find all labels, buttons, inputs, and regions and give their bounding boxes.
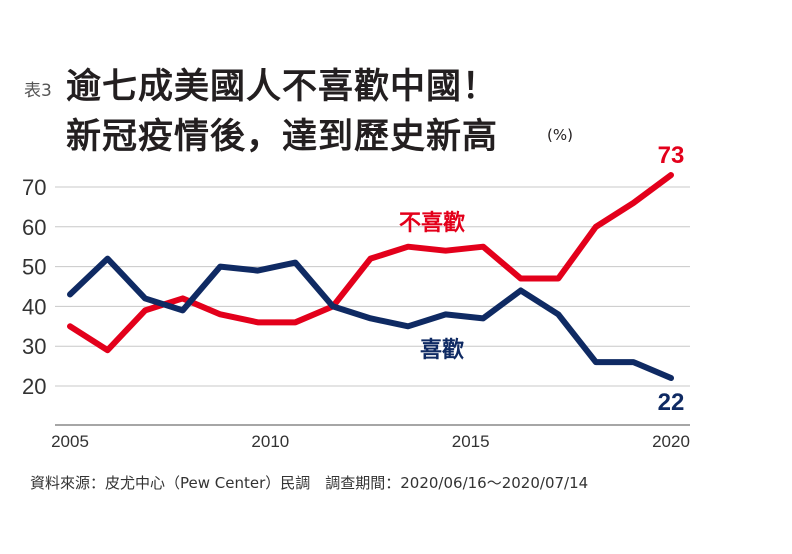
y-tick-label: 20 xyxy=(22,374,46,399)
end-value-label: 22 xyxy=(658,389,685,416)
figure-number: 表3 xyxy=(24,81,52,101)
series-line-dislike xyxy=(67,172,674,354)
unit-label: (%) xyxy=(547,126,573,144)
series-label: 不喜歡 xyxy=(399,210,465,236)
end-value-label: 73 xyxy=(658,142,685,169)
x-tick-label: 2005 xyxy=(51,432,89,451)
x-tick-label: 2020 xyxy=(652,432,690,451)
chart-title-line2: 新冠疫情後，達到歷史新高 xyxy=(66,117,499,157)
x-tick-label: 2015 xyxy=(452,432,490,451)
chart-title-line1: 逾七成美國人不喜歡中國！ xyxy=(66,67,499,107)
x-tick-label: 2010 xyxy=(251,432,289,451)
source-footnote: 資料來源：皮尤中心（Pew Center）民調 調查期間：2020/06/16～… xyxy=(30,474,589,492)
y-tick-label: 70 xyxy=(22,175,46,200)
y-tick-label: 50 xyxy=(22,255,46,280)
series-label: 喜歡 xyxy=(420,337,464,363)
y-tick-label: 60 xyxy=(22,215,46,240)
y-tick-label: 30 xyxy=(22,334,46,359)
y-tick-label: 40 xyxy=(22,294,46,319)
